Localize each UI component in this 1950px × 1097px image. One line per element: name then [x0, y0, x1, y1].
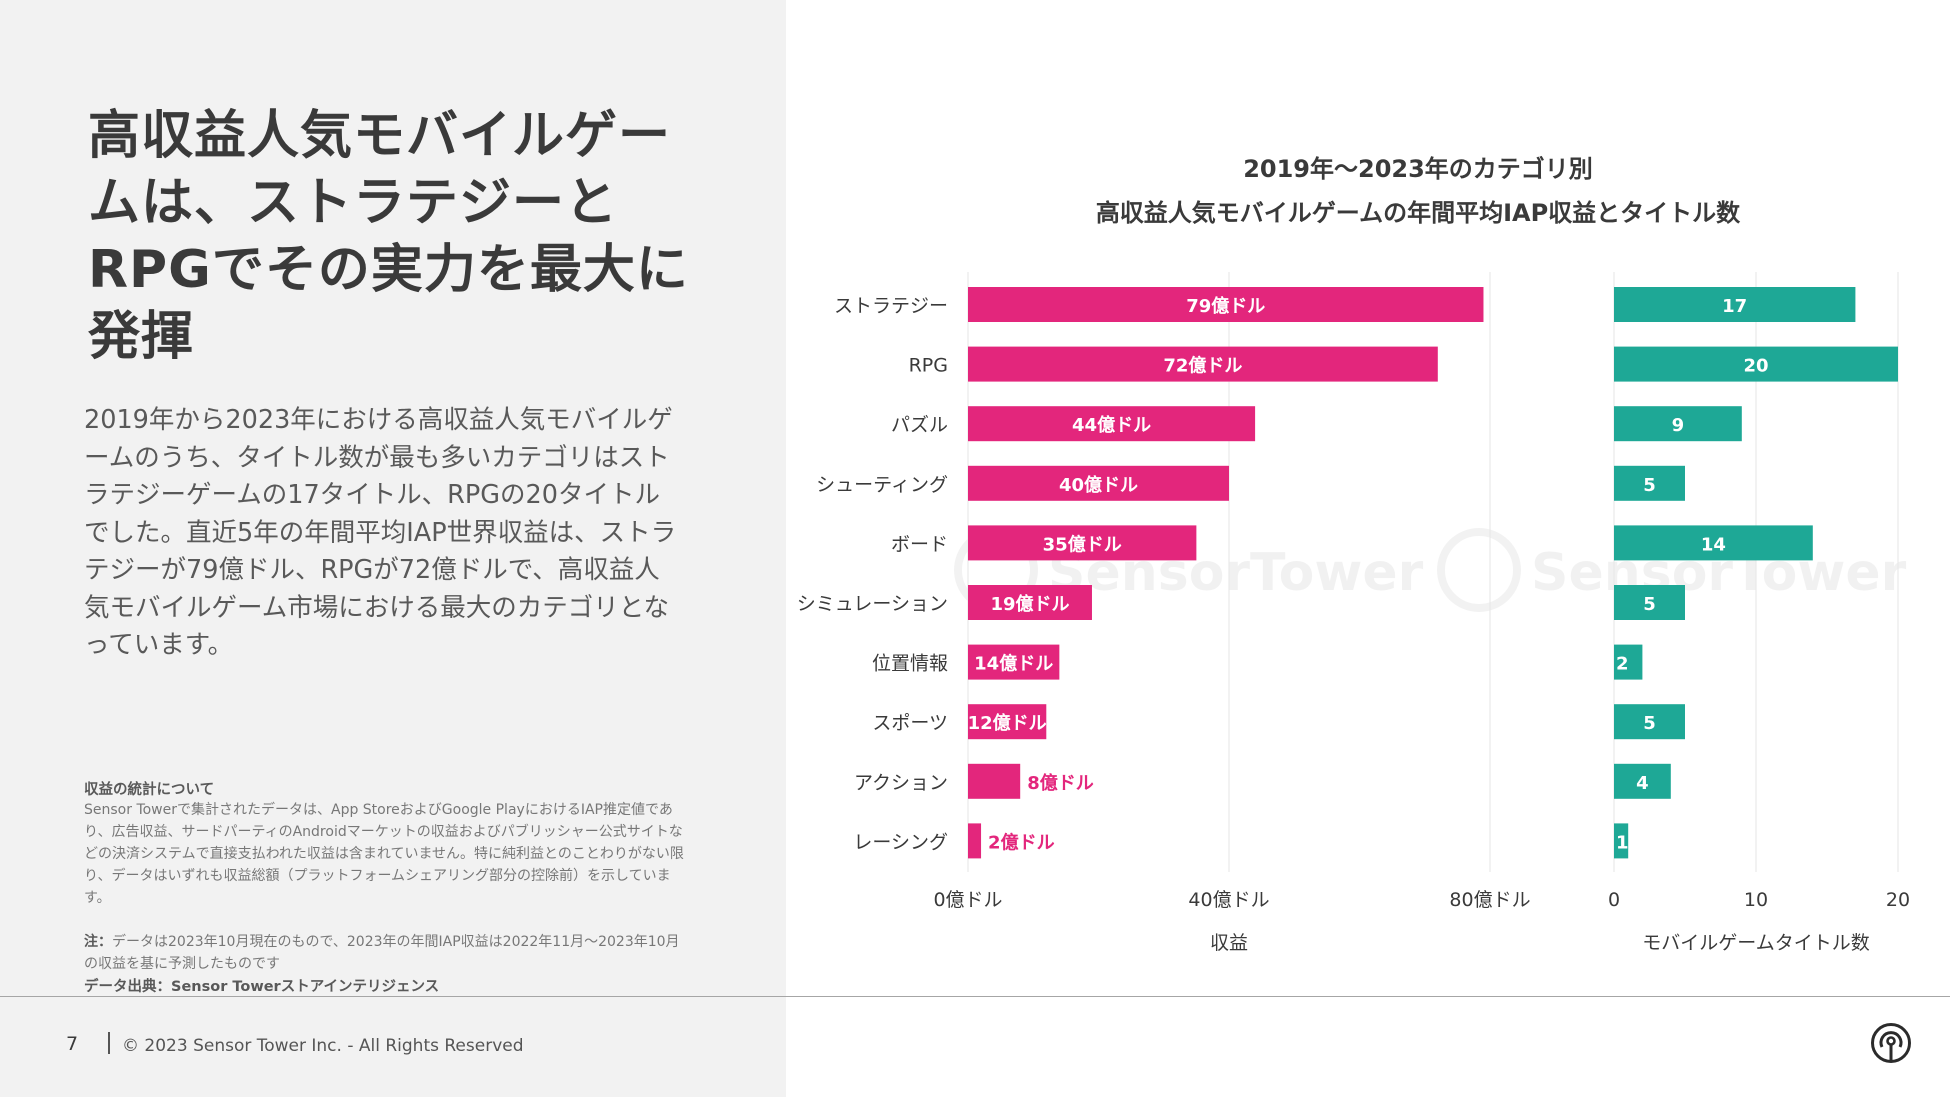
titles-data-label: 20 [1743, 356, 1768, 377]
sensor-tower-logo-icon [1871, 1023, 1911, 1063]
titles-bar [1614, 585, 1685, 620]
category-label: 位置情報 [872, 653, 948, 675]
titles-bar [1614, 287, 1856, 322]
titles-data-label: 2 [1616, 654, 1629, 675]
category-label: パズル [891, 414, 948, 436]
revenue-data-label: 8億ドル [1027, 772, 1094, 794]
chart-title-line1: 2019年〜2023年のカテゴリ別 [1243, 155, 1593, 183]
revenue-bar [968, 406, 1256, 442]
titles-data-label: 5 [1643, 475, 1656, 496]
revenue-data-label: 44億ドル [1072, 414, 1151, 436]
titles-data-label: 5 [1643, 713, 1656, 734]
category-label: スポーツ [872, 712, 948, 734]
category-label: レーシング [853, 831, 948, 853]
revenue-data-label: 14億ドル [974, 653, 1053, 675]
category-label: RPG [909, 355, 948, 377]
titles-bar [1614, 823, 1629, 859]
revenue-data-label: 2億ドル [988, 831, 1055, 853]
titles-bar [1614, 763, 1671, 799]
titles-data-label: 17 [1722, 296, 1747, 317]
revenue-bar [968, 644, 1060, 680]
revenue-data-label: 72億ドル [1163, 355, 1242, 377]
data-date-note-label: 注： [84, 934, 112, 950]
titles-bar [1614, 525, 1813, 561]
chart-title-line2: 高収益人気モバイルゲームの年間平均IAP収益とタイトル数 [1096, 199, 1741, 227]
revenue-bar [968, 346, 1438, 382]
titles-bar [1614, 346, 1898, 382]
revenue-tick-label: 80億ドル [1449, 889, 1530, 911]
data-date-note-text: データは2023年10月現在のもので、2023年の年間IAP収益は2022年11… [84, 934, 680, 972]
revenue-note-text: Sensor Towerで集計されたデータは、App StoreおよびGoogl… [84, 802, 684, 906]
titles-data-label: 4 [1636, 773, 1649, 794]
footer-separator [108, 1032, 110, 1054]
revenue-note-heading: 収益の統計について [84, 782, 215, 798]
watermarks: SensorTower SensorTower [954, 528, 1907, 612]
revenue-tick-label: 0億ドル [933, 889, 1002, 911]
revenue-bar [968, 287, 1484, 322]
category-label: アクション [854, 772, 948, 794]
footer-divider [0, 996, 1950, 997]
category-label: シミュレーション [797, 593, 948, 615]
revenue-bar [968, 585, 1092, 620]
slide-body-text: 2019年から2023年における高収益人気モバイルゲームのうち、タイトル数が最も… [84, 405, 677, 660]
titles-bar [1614, 406, 1742, 442]
titles-data-label: 5 [1643, 594, 1656, 615]
revenue-bar [968, 823, 982, 859]
titles-tick-label: 0 [1608, 889, 1620, 911]
category-label: ボード [891, 533, 948, 555]
slide-title: 高収益人気モバイルゲームは、ストラテジーとRPGでその実力を最大に発揮 [88, 106, 689, 367]
page-number: 7 [66, 1033, 79, 1055]
revenue-data-label: 35億ドル [1043, 533, 1122, 555]
chart-bars [968, 287, 1898, 859]
titles-bar [1614, 644, 1643, 680]
revenue-tick-label: 40億ドル [1188, 889, 1269, 911]
titles-tick-label: 10 [1744, 889, 1768, 911]
data-date-note: 注：データは2023年10月現在のもので、2023年の年間IAP収益は2022年… [84, 931, 684, 975]
titles-tick-label: 20 [1886, 889, 1910, 911]
revenue-bar [968, 465, 1229, 501]
revenue-bar [968, 525, 1197, 561]
revenue-bar [968, 704, 1047, 740]
data-source: データ出典：Sensor Towerストアインテリジェンス [84, 979, 440, 995]
category-label: ストラテジー [834, 295, 948, 317]
copyright: © 2023 Sensor Tower Inc. - All Rights Re… [122, 1036, 524, 1056]
revenue-data-label: 79億ドル [1186, 295, 1265, 317]
category-label: シューティング [816, 474, 948, 496]
watermark-logo-icon [1437, 528, 1521, 612]
revenue-data-label: 19億ドル [990, 593, 1069, 615]
left-panel: 高収益人気モバイルゲームは、ストラテジーとRPGでその実力を最大に発揮 2019… [0, 0, 786, 1097]
titles-data-label: 14 [1701, 534, 1726, 555]
titles-bar [1614, 704, 1685, 740]
titles-axis-label: モバイルゲームタイトル数 [1642, 932, 1869, 954]
titles-data-label: 9 [1672, 415, 1685, 436]
titles-data-label: 1 [1616, 832, 1629, 853]
revenue-axis-label: 収益 [1210, 932, 1248, 954]
revenue-data-label: 12億ドル [968, 712, 1047, 734]
titles-bar [1614, 465, 1685, 501]
revenue-data-label: 40億ドル [1059, 474, 1138, 496]
revenue-bar [968, 763, 1021, 799]
